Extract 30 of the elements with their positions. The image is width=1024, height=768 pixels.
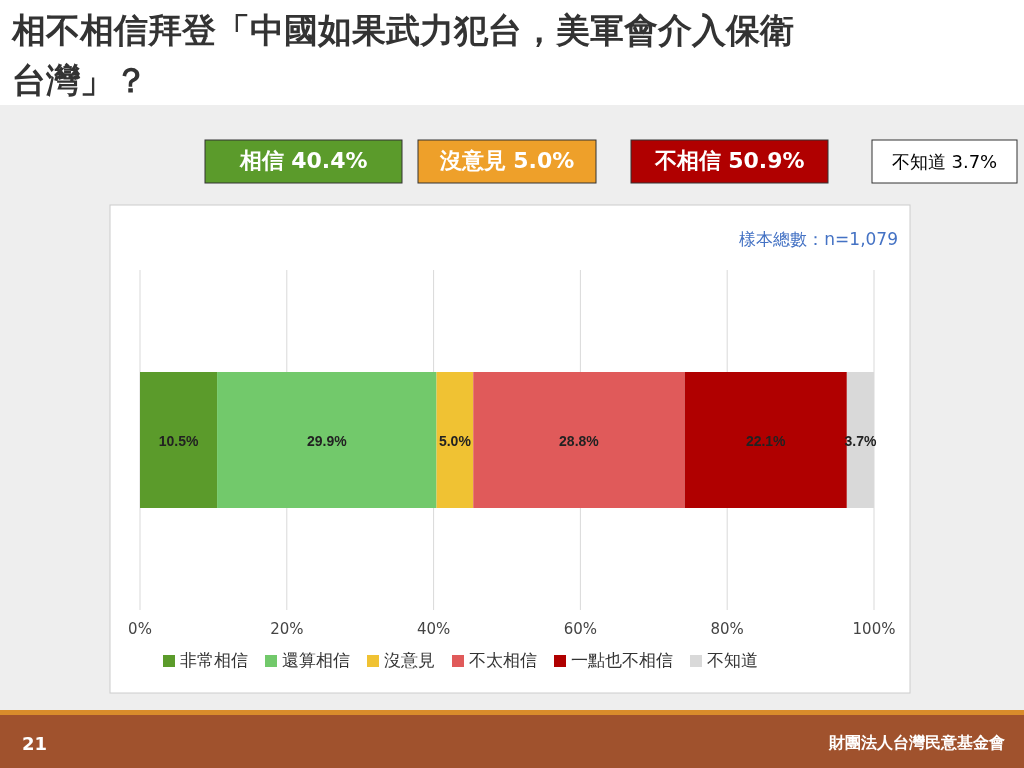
x-tick-label: 40% [416, 620, 451, 638]
text: 財團法人台灣民意基金會 [828, 733, 1005, 752]
text: 沒意見 5.0% [438, 148, 575, 173]
x-tick-label: 0% [128, 620, 152, 638]
text: 不知道 3.7% [891, 151, 998, 172]
bar [217, 372, 437, 508]
x-tick-label: 100% [852, 620, 896, 638]
legend-label: 一點也不相信 [571, 650, 673, 670]
x-tick-label: 80% [710, 620, 744, 638]
data-label: 29.9% [306, 433, 348, 449]
bar [436, 372, 474, 508]
legend-label: 沒意見 [384, 650, 435, 670]
chart-title: 相不相信拜登「中國如果武力犯台，美軍會介入保衛台灣」？ [11, 10, 794, 100]
data-label: 5.0% [438, 433, 472, 449]
x-tick-label: 20% [270, 620, 304, 638]
legend-label: 不知道 [707, 650, 758, 670]
data-label: 22.1% [745, 433, 787, 449]
text: 不相信 50.9% [653, 148, 805, 173]
bar [684, 372, 847, 508]
text: 樣本總數：n=1,079 [739, 229, 898, 249]
data-label: 28.8% [559, 433, 600, 449]
legend-label: 還算相信 [282, 650, 350, 670]
bar [473, 372, 685, 508]
text: 21 [22, 733, 48, 754]
text: 相信 40.4% [238, 148, 368, 173]
legend-label: 非常相信 [180, 650, 248, 670]
bar [140, 372, 218, 508]
legend-label: 不太相信 [469, 650, 537, 670]
x-tick-label: 60% [563, 620, 598, 638]
data-label: 10.5% [158, 433, 199, 449]
